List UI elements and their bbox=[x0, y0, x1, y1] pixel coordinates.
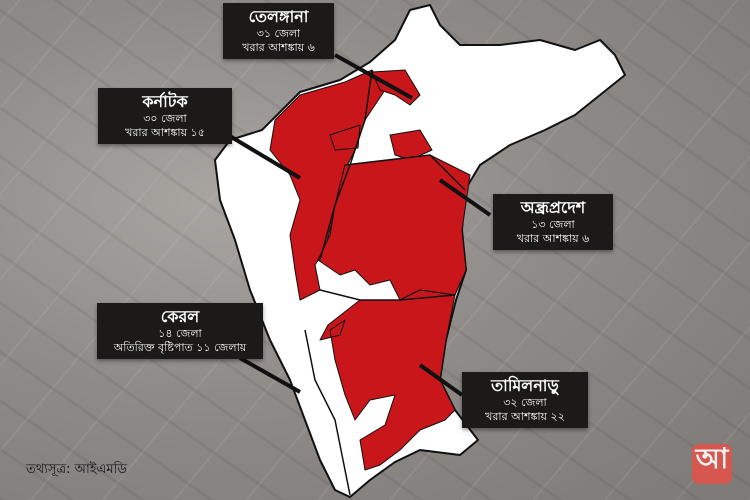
callout-note: খরার আশঙ্কায় ১৫ bbox=[125, 125, 205, 139]
andhra-callout: অন্ধ্রপ্রদেশ ১৩ জেলা খরার আশঙ্কায় ৬ bbox=[493, 194, 613, 250]
district-count: ৩১ জেলা bbox=[256, 27, 301, 40]
telangana-callout: তেলঙ্গানা ৩১ জেলা খরার আশঙ্কায় ৬ bbox=[223, 3, 334, 59]
callout-note: খরার আশঙ্কায় ২২ bbox=[485, 409, 565, 423]
tamilnadu-pointer bbox=[418, 363, 464, 397]
logo-glyph: আ bbox=[695, 442, 729, 475]
state-name: তামিলনাড়ু bbox=[491, 376, 559, 395]
telangana-drought-region bbox=[371, 69, 433, 161]
callout-note: খরার আশঙ্কায় ৬ bbox=[516, 231, 590, 245]
karnataka-callout: কর্নাটক ৩০ জেলা খরার আশঙ্কায় ১৫ bbox=[98, 88, 232, 144]
telangana-pointer bbox=[334, 53, 413, 100]
tamilnadu-drought-region bbox=[319, 289, 456, 471]
kerala-callout: কেরল ১৪ জেলা অতিরিক্ত বৃষ্টিপাত ১১ জেলায… bbox=[97, 303, 263, 359]
kerala-pointer bbox=[239, 356, 301, 394]
state-border bbox=[304, 69, 466, 496]
karnataka-pointer bbox=[226, 133, 302, 180]
publisher-logo: আ bbox=[692, 442, 732, 484]
district-count: ৩২ জেলা bbox=[503, 396, 547, 409]
state-name: তেলঙ্গানা bbox=[248, 7, 309, 26]
district-count: ১৩ জেলা bbox=[531, 218, 575, 231]
callout-note: খরার আশঙ্কায় ৬ bbox=[242, 40, 315, 54]
andhra-pointer bbox=[438, 178, 492, 217]
source-credit: তথ্যসূত্র: আইএমডি bbox=[26, 462, 127, 477]
tamilnadu-callout: তামিলনাড়ু ৩২ জেলা খরার আশঙ্কায় ২২ bbox=[462, 372, 588, 428]
district-count: ৩০ জেলা bbox=[143, 112, 187, 125]
callout-note: অতিরিক্ত বৃষ্টিপাত ১১ জেলায় bbox=[113, 340, 247, 354]
state-name: কর্নাটক bbox=[142, 92, 188, 111]
district-count: ১৪ জেলা bbox=[158, 327, 202, 340]
state-name: কেরল bbox=[160, 307, 200, 326]
state-name: অন্ধ্রপ্রদেশ bbox=[520, 198, 586, 217]
